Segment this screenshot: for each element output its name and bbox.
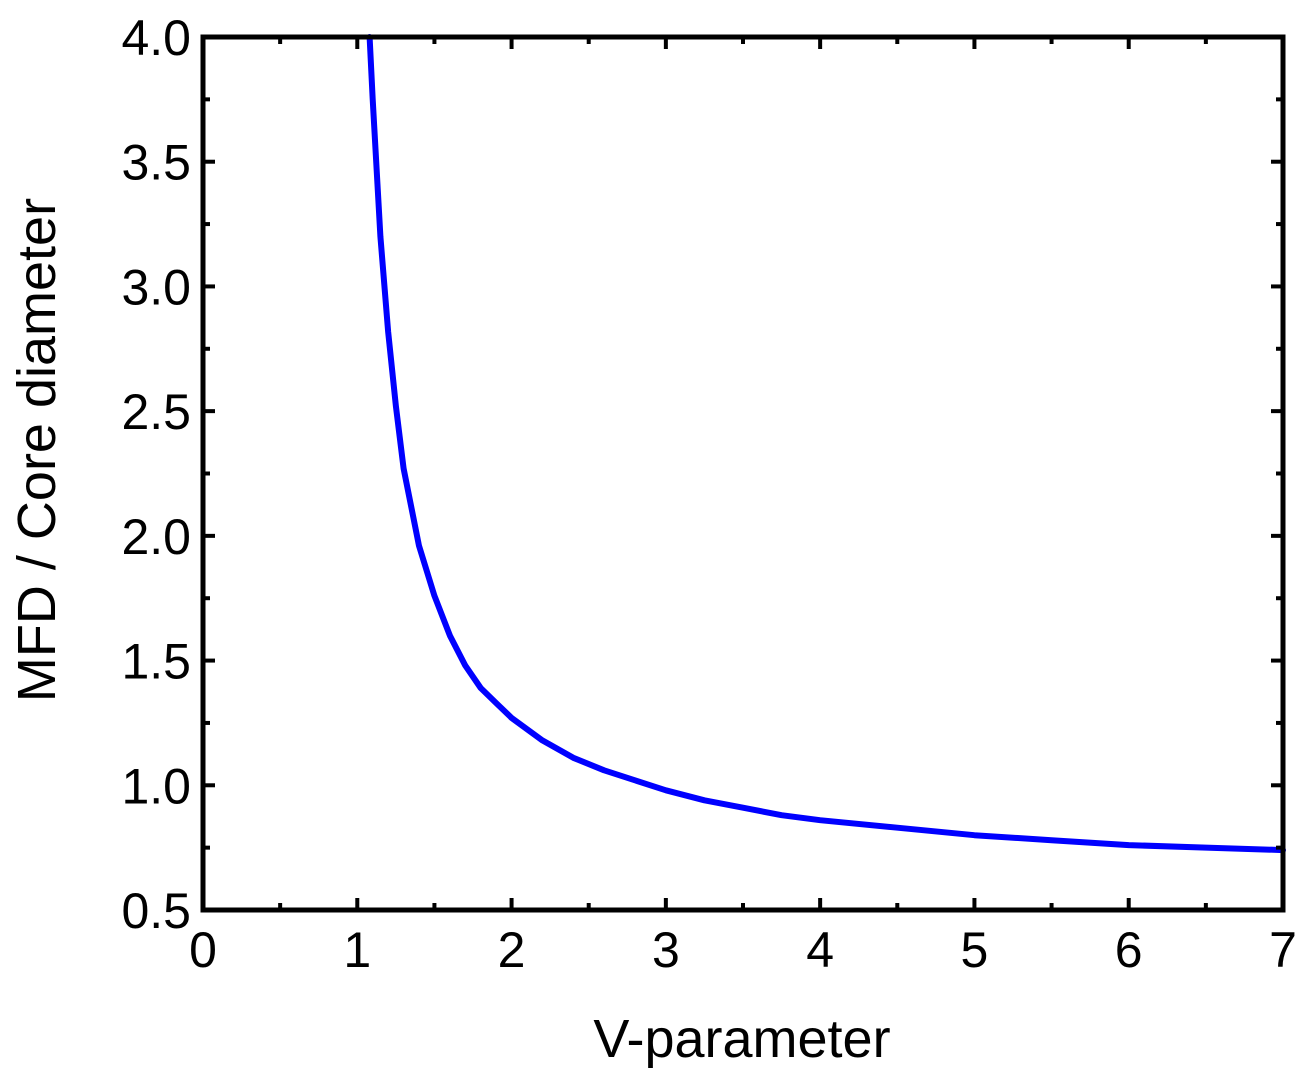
x-tick-label: 4 bbox=[806, 922, 834, 978]
y-tick-label: 2.0 bbox=[121, 509, 191, 565]
y-tick-label: 1.5 bbox=[121, 634, 191, 690]
x-tick-label: 3 bbox=[652, 922, 680, 978]
plot-frame bbox=[200, 34, 1286, 913]
series-line-0 bbox=[366, 34, 1286, 854]
y-tick-label: 2.5 bbox=[121, 384, 191, 440]
x-axis-ticks: 0 1 2 3 4 5 6 7 bbox=[189, 37, 1297, 978]
y-tick-label: 0.5 bbox=[121, 883, 191, 939]
x-tick-label: 2 bbox=[498, 922, 526, 978]
x-tick-label: 6 bbox=[1115, 922, 1143, 978]
y-tick-label: 1.0 bbox=[121, 758, 191, 814]
x-tick-label: 1 bbox=[343, 922, 371, 978]
x-tick-label: 5 bbox=[961, 922, 989, 978]
y-tick-label: 3.0 bbox=[121, 259, 191, 315]
y-tick-label: 3.5 bbox=[121, 135, 191, 191]
y-axis-label: MFD / Core diameter bbox=[7, 198, 67, 702]
x-tick-label: 7 bbox=[1269, 922, 1297, 978]
plot-area bbox=[366, 34, 1286, 854]
y-tick-label: 4.0 bbox=[121, 10, 191, 66]
y-axis-ticks: 0.5 1.0 1.5 2.0 2.5 3.0 3.5 4.0 bbox=[121, 10, 1283, 939]
x-tick-label: 0 bbox=[189, 922, 217, 978]
x-axis-label: V-parameter bbox=[593, 1009, 890, 1069]
